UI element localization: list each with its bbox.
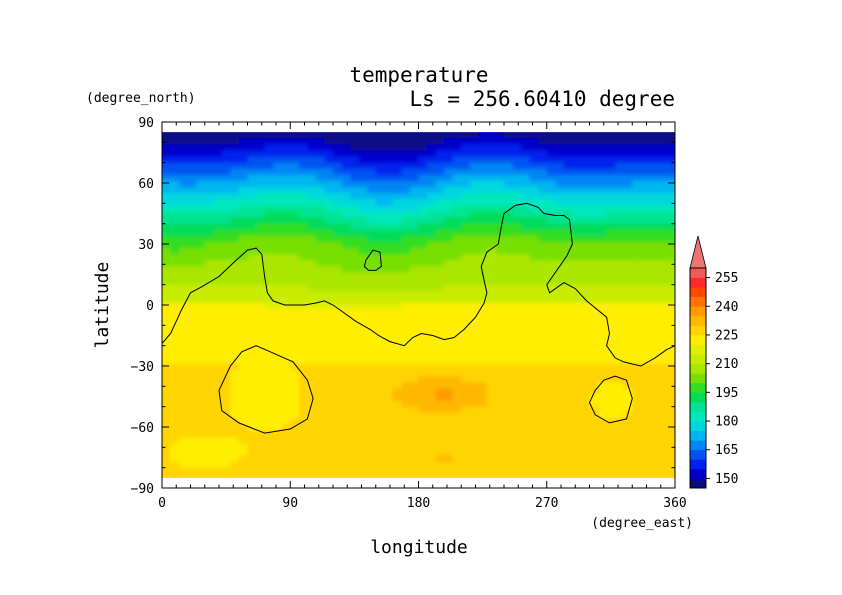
axis-ticks: 0 90 180 270 360 90 60 30 0 −30 −60 −90 <box>131 116 687 511</box>
colorbar-swatch <box>690 468 706 479</box>
contour-line <box>161 202 676 367</box>
x-tick-label: 90 <box>282 496 298 511</box>
colorbar-tick-label: 165 <box>715 443 738 458</box>
colorbar-tick-label: 180 <box>715 415 738 430</box>
y-tick-label: 30 <box>138 238 154 253</box>
colorbar: 150 165 180 195 210 225 240 255 <box>689 235 738 489</box>
colorbar-swatch <box>690 449 706 460</box>
chart-subtitle: Ls = 256.60410 degree <box>409 87 675 111</box>
colorbar-swatch <box>690 315 706 326</box>
colorbar-swatch <box>690 440 706 451</box>
colorbar-swatch <box>690 354 706 365</box>
colorbar-border <box>689 267 707 489</box>
x-axis-label: longitude <box>370 537 468 558</box>
colorbar-overflow-triangle <box>689 235 707 269</box>
colorbar-swatch <box>690 277 706 288</box>
colorbar-swatch <box>690 296 706 307</box>
colorbar-swatch <box>690 306 706 317</box>
chart-title: temperature <box>349 63 488 87</box>
colorbar-swatch <box>690 287 706 298</box>
colorbar-tick-label: 210 <box>715 357 738 372</box>
colorbar-swatch <box>690 382 706 393</box>
colorbar-tick-label: 255 <box>715 271 738 286</box>
colorbar-swatch <box>690 392 706 403</box>
y-tick-label: −60 <box>131 421 154 436</box>
surface-contours <box>161 202 676 434</box>
x-tick-label: 270 <box>535 496 558 511</box>
colorbar-swatch <box>690 344 706 355</box>
colorbar-swatch <box>690 478 706 489</box>
x-tick-label: 0 <box>158 496 166 511</box>
x-tick-label: 360 <box>663 496 686 511</box>
colorbar-swatch <box>690 421 706 432</box>
x-units-label: (degree_east) <box>591 516 693 531</box>
y-tick-label: 0 <box>146 299 154 314</box>
colorbar-tick-label: 195 <box>715 386 738 401</box>
y-tick-label: 90 <box>138 116 154 131</box>
colorbar-tick-label: 225 <box>715 328 738 343</box>
colorbar-tick-label: 240 <box>715 300 738 315</box>
y-tick-label: 60 <box>138 177 154 192</box>
colorbar-tick-label: 150 <box>715 472 738 487</box>
contour-loop <box>218 345 314 434</box>
colorbar-swatch <box>690 459 706 470</box>
colorbar-swatch <box>690 363 706 374</box>
contour-loop <box>363 249 382 271</box>
colorbar-swatch <box>690 334 706 345</box>
y-tick-label: −90 <box>131 482 154 497</box>
y-axis-label: latitude <box>92 262 113 349</box>
temperature-field <box>162 132 675 478</box>
colorbar-swatch <box>690 373 706 384</box>
x-tick-label: 180 <box>407 496 430 511</box>
contour-loop <box>588 375 633 424</box>
colorbar-swatch <box>690 325 706 336</box>
y-units-label: (degree_north) <box>86 91 196 106</box>
colorbar-swatch <box>690 401 706 412</box>
colorbar-swatch <box>690 268 706 278</box>
colorbar-swatch <box>690 430 706 441</box>
y-tick-label: −30 <box>131 360 154 375</box>
colorbar-swatch <box>690 411 706 422</box>
